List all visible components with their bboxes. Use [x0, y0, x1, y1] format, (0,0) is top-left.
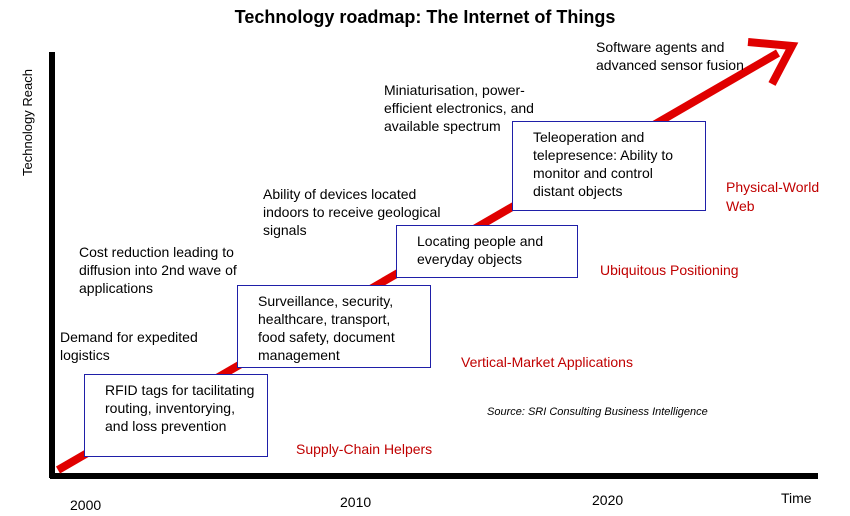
phase-supply-chain: Supply-Chain Helpers — [296, 441, 433, 457]
application-box-teleoperation: Teleoperation and telepresence: Ability … — [512, 121, 706, 211]
phase-ubiquitous-positioning: Ubiquitous Positioning — [600, 262, 739, 278]
roadmap-arrow-head — [747, 38, 799, 86]
enabler-software-agents: Software agents and advanced sensor fusi… — [596, 39, 744, 73]
enabler-expedited-logistics: Demand for expedited logistics — [60, 329, 198, 363]
application-box-surveillance: Surveillance, security, healthcare, tran… — [237, 285, 431, 368]
enabler-miniaturisation: Miniaturisation, power-efficient electro… — [384, 82, 534, 134]
phase-physical-world-web: Physical-World Web — [726, 179, 820, 214]
tick-2000: 2000 — [70, 497, 102, 513]
application-box-locating: Locating people and everyday objects — [396, 225, 578, 278]
phase-vertical-market: Vertical-Market Applications — [461, 354, 633, 370]
enabler-indoor-signals: Ability of devices located indoors to re… — [263, 186, 441, 238]
diagram-title: Technology roadmap: The Internet of Thin… — [234, 7, 616, 27]
tick-2010: 2010 — [340, 494, 372, 510]
application-box-rfid: RFID tags for tacilitating routing, inve… — [84, 374, 268, 457]
enabler-cost-reduction: Cost reduction leading to diffusion into… — [79, 244, 237, 296]
tick-2020: 2020 — [592, 492, 624, 508]
y-axis-label: Technology Reach — [20, 69, 35, 176]
x-axis-label: Time — [781, 490, 812, 506]
source-note: Source: SRI Consulting Business Intellig… — [487, 406, 708, 418]
